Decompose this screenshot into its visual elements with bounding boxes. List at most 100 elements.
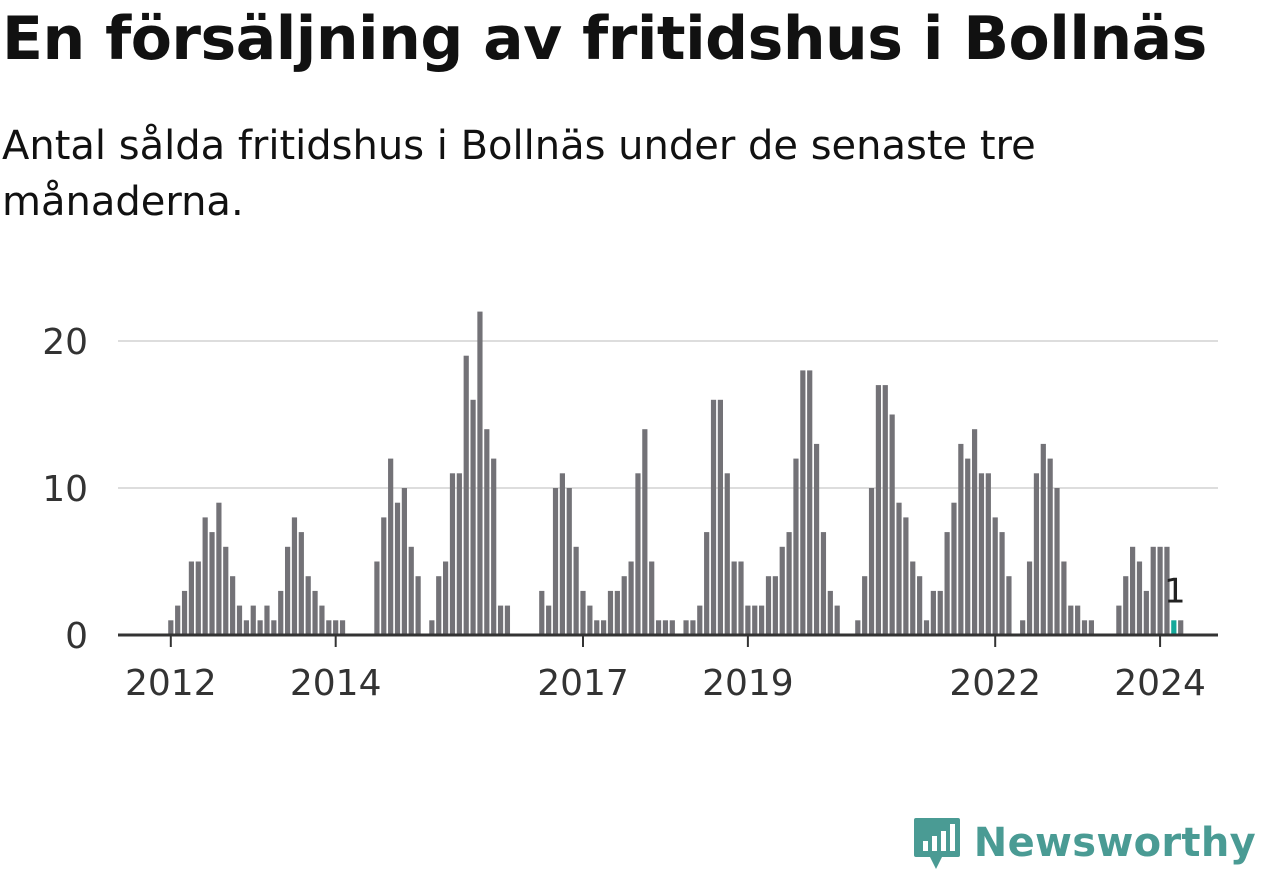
bar bbox=[1136, 561, 1143, 635]
bar bbox=[546, 605, 552, 635]
bar bbox=[731, 561, 737, 635]
bar bbox=[800, 370, 806, 635]
bar bbox=[381, 517, 387, 635]
bar bbox=[724, 473, 730, 635]
bar bbox=[621, 576, 627, 635]
bar bbox=[951, 502, 957, 635]
bar bbox=[216, 502, 222, 635]
bar bbox=[889, 414, 895, 635]
bar bbox=[573, 546, 579, 635]
bar bbox=[477, 311, 483, 635]
x-tick-label: 2019 bbox=[702, 663, 794, 704]
bar bbox=[250, 605, 256, 635]
bar bbox=[649, 561, 655, 635]
bar bbox=[910, 561, 916, 635]
bar bbox=[1047, 458, 1053, 635]
bar bbox=[793, 458, 799, 635]
bar bbox=[504, 605, 511, 635]
bar bbox=[305, 576, 311, 635]
bar bbox=[697, 605, 703, 635]
bar bbox=[923, 620, 930, 635]
bar bbox=[765, 576, 772, 635]
bar bbox=[168, 620, 174, 635]
bar bbox=[539, 590, 545, 635]
bar bbox=[1068, 605, 1074, 635]
bar bbox=[628, 561, 634, 635]
bar bbox=[917, 576, 923, 635]
bar bbox=[1061, 561, 1067, 635]
bar bbox=[1116, 605, 1122, 635]
bar bbox=[594, 620, 600, 635]
bar bbox=[223, 546, 229, 635]
bar bbox=[271, 620, 277, 635]
bar bbox=[759, 605, 765, 635]
bar bbox=[278, 590, 284, 635]
bar bbox=[1026, 561, 1033, 635]
bar bbox=[284, 546, 291, 635]
bar bbox=[882, 385, 888, 635]
bar bbox=[374, 561, 380, 635]
bar bbox=[717, 399, 723, 635]
bar bbox=[484, 429, 490, 635]
bar bbox=[339, 620, 346, 635]
bar bbox=[580, 590, 586, 635]
bar bbox=[257, 620, 263, 635]
bar bbox=[690, 620, 696, 635]
bar bbox=[827, 590, 833, 635]
bar bbox=[772, 576, 778, 635]
y-tick-label: 20 bbox=[42, 322, 88, 363]
bar bbox=[655, 620, 662, 635]
bar bbox=[992, 517, 998, 635]
bar bbox=[429, 620, 435, 635]
bar bbox=[470, 399, 476, 635]
brand-logo: Newsworthy bbox=[912, 815, 1256, 871]
bar bbox=[209, 532, 215, 635]
bar bbox=[903, 517, 909, 635]
bar bbox=[1088, 620, 1094, 635]
bar bbox=[614, 590, 620, 635]
bar bbox=[1123, 576, 1129, 635]
bar bbox=[971, 429, 978, 635]
bar bbox=[1081, 620, 1088, 635]
newsworthy-logo-icon bbox=[913, 818, 960, 869]
bar bbox=[745, 605, 751, 635]
x-tick-label: 2012 bbox=[125, 663, 217, 704]
bar bbox=[552, 488, 559, 635]
chart-title: En försäljning av fritidshus i Bollnäs bbox=[2, 4, 1207, 74]
bar bbox=[415, 576, 421, 635]
bar bbox=[875, 385, 882, 635]
bar bbox=[1130, 546, 1136, 635]
bar bbox=[394, 502, 401, 635]
bar bbox=[786, 532, 792, 635]
bar bbox=[188, 561, 195, 635]
bar bbox=[1150, 546, 1156, 635]
bar bbox=[704, 532, 710, 635]
bar bbox=[855, 620, 861, 635]
bar bbox=[662, 620, 669, 635]
bar bbox=[326, 620, 332, 635]
bar bbox=[401, 488, 407, 635]
bar bbox=[834, 605, 840, 635]
y-tick-label: 0 bbox=[65, 616, 88, 657]
bar bbox=[319, 605, 325, 635]
y-tick-label: 10 bbox=[42, 469, 88, 510]
bar bbox=[607, 590, 614, 635]
bar bbox=[497, 605, 504, 635]
bar bbox=[683, 620, 689, 635]
bar bbox=[862, 576, 868, 635]
x-tick-label: 2022 bbox=[949, 663, 1041, 704]
bar bbox=[456, 473, 462, 635]
bar bbox=[999, 532, 1005, 635]
bar bbox=[1040, 443, 1046, 635]
bar bbox=[443, 561, 449, 635]
bar bbox=[175, 605, 181, 635]
bar bbox=[710, 399, 717, 635]
brand-name: Newsworthy bbox=[973, 820, 1256, 866]
bar bbox=[807, 370, 813, 635]
bar bbox=[937, 590, 943, 635]
bar bbox=[868, 488, 875, 635]
bar bbox=[230, 576, 236, 635]
bar bbox=[985, 473, 991, 635]
x-tick-label: 2024 bbox=[1114, 663, 1206, 704]
bar-chart: 0 10 20 2012 2014 2017 2019 2022 2024 1 bbox=[42, 311, 1218, 704]
